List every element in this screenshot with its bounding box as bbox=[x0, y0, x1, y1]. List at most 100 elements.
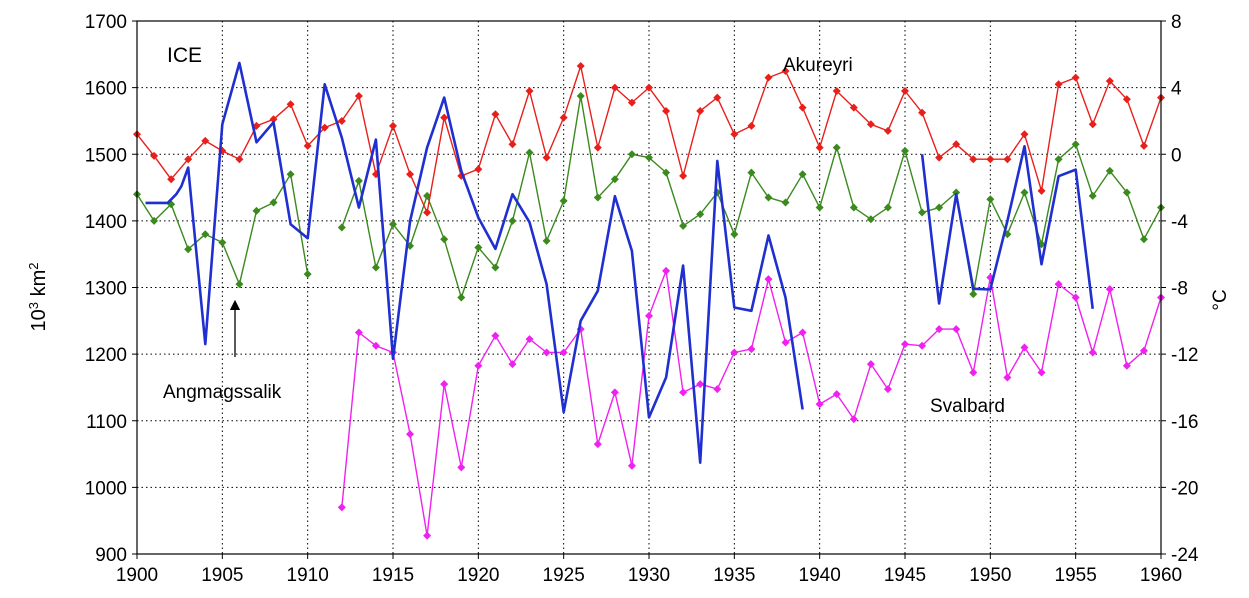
data-point-akureyri bbox=[696, 106, 705, 115]
y-left-tick-label: 1400 bbox=[85, 212, 127, 233]
data-point-akureyri bbox=[1105, 76, 1114, 85]
data-point-akureyri bbox=[849, 103, 858, 112]
data-point-svalbard bbox=[337, 503, 346, 512]
y-left-axis-label: 103 km2 bbox=[26, 263, 51, 332]
data-point-svalbard bbox=[1088, 348, 1097, 357]
data-point-angmagssalik bbox=[1071, 140, 1080, 149]
series-layer bbox=[133, 61, 1165, 540]
data-point-akureyri bbox=[969, 155, 978, 164]
x-tick-label: 1955 bbox=[1055, 565, 1097, 586]
data-point-angmagssalik bbox=[1088, 191, 1097, 200]
data-point-angmagssalik bbox=[832, 143, 841, 152]
data-point-angmagssalik bbox=[457, 293, 466, 302]
data-point-svalbard bbox=[883, 385, 892, 394]
data-point-akureyri bbox=[525, 86, 534, 95]
y-left-label-sup1: 3 bbox=[26, 302, 41, 309]
data-point-angmagssalik bbox=[969, 290, 978, 299]
data-point-akureyri bbox=[593, 143, 602, 152]
data-point-akureyri bbox=[747, 121, 756, 130]
data-point-angmagssalik bbox=[798, 170, 807, 179]
data-point-akureyri bbox=[662, 106, 671, 115]
data-point-angmagssalik bbox=[1122, 188, 1131, 197]
data-point-svalbard bbox=[645, 311, 653, 320]
y-left-label-sup2: 2 bbox=[26, 263, 41, 270]
data-point-svalbard bbox=[474, 361, 483, 370]
data-point-svalbard bbox=[747, 345, 756, 354]
data-point-angmagssalik bbox=[389, 220, 397, 229]
y-right-tick-label: 4 bbox=[1171, 79, 1182, 100]
data-point-angmagssalik bbox=[1105, 166, 1114, 175]
data-point-angmagssalik bbox=[610, 175, 619, 184]
data-point-angmagssalik bbox=[918, 208, 927, 217]
data-point-svalbard bbox=[952, 325, 961, 334]
x-tick-label: 1940 bbox=[799, 565, 841, 586]
data-point-akureyri bbox=[491, 110, 500, 119]
data-point-akureyri bbox=[798, 103, 807, 112]
data-point-akureyri bbox=[542, 153, 551, 162]
data-point-akureyri bbox=[1122, 95, 1131, 104]
data-point-svalbard bbox=[354, 328, 363, 337]
data-point-svalbard bbox=[1122, 361, 1131, 370]
data-point-akureyri bbox=[1054, 80, 1063, 89]
data-point-svalbard bbox=[798, 328, 807, 337]
data-point-angmagssalik bbox=[491, 263, 500, 272]
data-point-angmagssalik bbox=[627, 150, 636, 159]
data-point-akureyri bbox=[389, 121, 397, 130]
data-point-angmagssalik bbox=[337, 223, 346, 232]
data-point-akureyri bbox=[713, 93, 722, 102]
series-svalbard bbox=[337, 266, 1165, 540]
y-left-label-unit: km bbox=[28, 270, 50, 302]
y-right-tick-label: -4 bbox=[1171, 212, 1188, 233]
data-point-akureyri bbox=[832, 86, 841, 95]
data-point-svalbard bbox=[423, 531, 432, 540]
data-point-svalbard bbox=[918, 341, 927, 350]
data-point-svalbard bbox=[559, 348, 568, 357]
data-point-akureyri bbox=[320, 123, 329, 132]
data-point-angmagssalik bbox=[815, 203, 824, 212]
data-point-akureyri bbox=[440, 113, 449, 122]
data-point-svalbard bbox=[969, 368, 978, 377]
data-point-angmagssalik bbox=[252, 206, 261, 215]
data-point-angmagssalik bbox=[764, 193, 773, 202]
data-point-angmagssalik bbox=[952, 188, 961, 197]
data-point-akureyri bbox=[423, 208, 432, 217]
data-point-svalbard bbox=[542, 348, 551, 357]
data-point-angmagssalik bbox=[730, 230, 739, 239]
x-tick-label: 1935 bbox=[713, 565, 755, 586]
data-point-angmagssalik bbox=[901, 146, 909, 155]
annotation-angmagssalik: Angmagssalik bbox=[163, 382, 282, 403]
x-tick-label: 1910 bbox=[287, 565, 329, 586]
data-point-akureyri bbox=[883, 126, 892, 135]
data-point-svalbard bbox=[627, 461, 636, 470]
data-point-akureyri bbox=[952, 140, 961, 149]
data-point-akureyri bbox=[235, 155, 244, 164]
data-point-angmagssalik bbox=[184, 245, 193, 254]
axes: 1900 1905 1910 1915 1920 1925 1930 1935 1940 1945… bbox=[85, 12, 1199, 586]
data-point-svalbard bbox=[1139, 346, 1148, 355]
data-point-akureyri bbox=[559, 113, 568, 122]
data-point-svalbard bbox=[593, 440, 602, 449]
data-point-svalbard bbox=[1071, 293, 1080, 302]
data-point-akureyri bbox=[406, 170, 415, 179]
series-ice bbox=[145, 61, 1094, 464]
data-point-svalbard bbox=[713, 385, 722, 394]
data-point-svalbard bbox=[866, 360, 875, 369]
data-point-angmagssalik bbox=[645, 153, 653, 162]
data-point-akureyri bbox=[337, 116, 346, 125]
x-tick-label: 1900 bbox=[116, 565, 158, 586]
data-point-angmagssalik bbox=[559, 196, 568, 205]
annotation-ice: ICE bbox=[167, 44, 202, 67]
y-left-tick-label: 1500 bbox=[85, 145, 127, 166]
data-point-akureyri bbox=[150, 151, 159, 160]
y-left-tick-label: 1000 bbox=[85, 478, 127, 499]
data-point-angmagssalik bbox=[354, 176, 363, 185]
data-point-akureyri bbox=[474, 165, 483, 174]
y-left-tick-label: 1300 bbox=[85, 279, 127, 300]
data-point-svalbard bbox=[440, 380, 449, 389]
x-tick-label: 1950 bbox=[969, 565, 1011, 586]
x-tick-label: 1920 bbox=[457, 565, 499, 586]
x-tick-label: 1915 bbox=[372, 565, 414, 586]
data-point-akureyri bbox=[184, 155, 193, 164]
data-point-angmagssalik bbox=[747, 168, 756, 177]
data-point-svalbard bbox=[832, 390, 841, 399]
